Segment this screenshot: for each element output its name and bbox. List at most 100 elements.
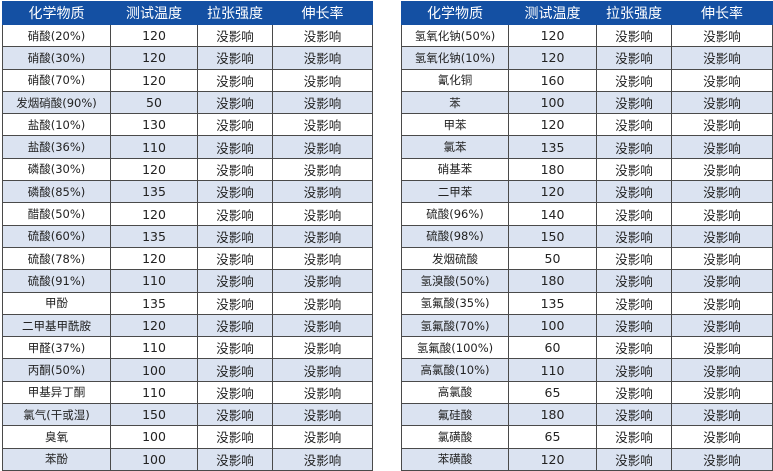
- elongation-cell: 没影响: [272, 291, 373, 315]
- chemical-cell: 氢氟酸(35%): [401, 291, 509, 315]
- header-elongation: 伸长率: [671, 1, 773, 25]
- temperature-cell: 100: [110, 447, 198, 471]
- tensile-strength-cell: 没影响: [197, 113, 273, 137]
- chemical-cell: 氢氧化钠(10%): [401, 46, 509, 70]
- table-row: 二甲苯 120 没影响 没影响: [401, 180, 773, 204]
- chemical-cell: 硝酸(20%): [2, 23, 111, 48]
- chemical-cell: 甲酚: [2, 291, 111, 315]
- table-row: 硫酸(91%) 110 没影响 没影响: [2, 269, 373, 293]
- elongation-cell: 没影响: [272, 224, 373, 248]
- chemical-cell: 高氯酸: [401, 380, 509, 405]
- chemical-cell: 氯气(干或湿): [2, 403, 111, 427]
- chemical-cell: 苯磺酸: [401, 447, 509, 471]
- tensile-strength-cell: 没影响: [197, 90, 273, 115]
- temperature-cell: 50: [508, 246, 597, 271]
- tensile-strength-cell: 没影响: [197, 46, 273, 70]
- temperature-cell: 65: [508, 425, 597, 449]
- header-row: 化学物质 测试温度 拉张强度 伸长率: [401, 1, 773, 25]
- temperature-cell: 120: [110, 46, 198, 70]
- elongation-cell: 没影响: [671, 336, 773, 360]
- header-tensile-strength: 拉张强度: [596, 1, 672, 25]
- temperature-cell: 120: [110, 202, 198, 226]
- chemical-cell: 氢溴酸(50%): [401, 269, 509, 293]
- table-row: 氯苯 135 没影响 没影响: [401, 135, 773, 159]
- chemical-cell: 盐酸(10%): [2, 113, 111, 137]
- table-row: 硫酸(60%) 135 没影响 没影响: [2, 224, 373, 248]
- table-row: 硝酸(30%) 120 没影响 没影响: [2, 46, 373, 70]
- temperature-cell: 120: [110, 23, 198, 48]
- table-row: 氯磺酸 65 没影响 没影响: [401, 425, 773, 449]
- elongation-cell: 没影响: [272, 23, 373, 48]
- chemical-cell: 氯苯: [401, 135, 509, 159]
- elongation-cell: 没影响: [671, 358, 773, 382]
- chemical-cell: 苯: [401, 90, 509, 115]
- chemical-cell: 氯磺酸: [401, 425, 509, 449]
- chemical-cell: 磷酸(30%): [2, 157, 111, 182]
- tensile-strength-cell: 没影响: [197, 403, 273, 427]
- chemical-cell: 氢氟酸(100%): [401, 336, 509, 360]
- chemical-cell: 氢氧化钠(50%): [401, 23, 509, 48]
- tensile-strength-cell: 没影响: [197, 224, 273, 248]
- temperature-cell: 150: [508, 224, 597, 248]
- temperature-cell: 180: [508, 403, 597, 427]
- tensile-strength-cell: 没影响: [596, 447, 672, 471]
- temperature-cell: 110: [508, 358, 597, 382]
- table-row: 氢氟酸(70%) 100 没影响 没影响: [401, 313, 773, 338]
- table-row: 甲基异丁酮 110 没影响 没影响: [2, 380, 373, 405]
- temperature-cell: 135: [110, 180, 198, 204]
- table-row: 甲醛(37%) 110 没影响 没影响: [2, 336, 373, 360]
- elongation-cell: 没影响: [272, 269, 373, 293]
- chemical-cell: 二甲基甲酰胺: [2, 313, 111, 338]
- temperature-cell: 110: [110, 336, 198, 360]
- elongation-cell: 没影响: [272, 380, 373, 405]
- header-row: 化学物质 测试温度 拉张强度 伸长率: [2, 1, 373, 25]
- tensile-strength-cell: 没影响: [596, 380, 672, 405]
- tensile-strength-cell: 没影响: [596, 246, 672, 271]
- elongation-cell: 没影响: [272, 336, 373, 360]
- temperature-cell: 120: [110, 157, 198, 182]
- chemical-cell: 硫酸(98%): [401, 224, 509, 248]
- tensile-strength-cell: 没影响: [596, 180, 672, 204]
- tensile-strength-cell: 没影响: [596, 358, 672, 382]
- tensile-strength-cell: 没影响: [596, 113, 672, 137]
- tensile-strength-cell: 没影响: [197, 180, 273, 204]
- tensile-strength-cell: 没影响: [197, 380, 273, 405]
- tensile-strength-cell: 没影响: [596, 269, 672, 293]
- elongation-cell: 没影响: [671, 46, 773, 70]
- tensile-strength-cell: 没影响: [197, 135, 273, 159]
- tensile-strength-cell: 没影响: [197, 68, 273, 92]
- tensile-strength-cell: 没影响: [197, 291, 273, 315]
- elongation-cell: 没影响: [671, 157, 773, 182]
- table-row: 磷酸(85%) 135 没影响 没影响: [2, 180, 373, 204]
- elongation-cell: 没影响: [272, 113, 373, 137]
- elongation-cell: 没影响: [671, 113, 773, 137]
- temperature-cell: 65: [508, 380, 597, 405]
- table-row: 醋酸(50%) 120 没影响 没影响: [2, 202, 373, 226]
- tensile-strength-cell: 没影响: [197, 425, 273, 449]
- table-row: 臭氧 100 没影响 没影响: [2, 425, 373, 449]
- chemical-cell: 硫酸(78%): [2, 246, 111, 271]
- temperature-cell: 130: [110, 113, 198, 137]
- elongation-cell: 没影响: [272, 90, 373, 115]
- chemical-cell: 硫酸(91%): [2, 269, 111, 293]
- table-row: 硝酸(70%) 120 没影响 没影响: [2, 68, 373, 92]
- temperature-cell: 60: [508, 336, 597, 360]
- table-row: 高氯酸(10%) 110 没影响 没影响: [401, 358, 773, 382]
- temperature-cell: 120: [508, 447, 597, 471]
- table-row: 发烟硝酸(90%) 50 没影响 没影响: [2, 90, 373, 115]
- tensile-strength-cell: 没影响: [197, 358, 273, 382]
- elongation-cell: 没影响: [671, 380, 773, 405]
- chemical-cell: 盐酸(36%): [2, 135, 111, 159]
- chemical-cell: 甲醛(37%): [2, 336, 111, 360]
- temperature-cell: 135: [508, 291, 597, 315]
- table-row: 发烟硫酸 50 没影响 没影响: [401, 246, 773, 271]
- chemical-cell: 臭氧: [2, 425, 111, 449]
- header-chemical: 化学物质: [2, 1, 111, 25]
- tensile-strength-cell: 没影响: [197, 336, 273, 360]
- elongation-cell: 没影响: [272, 358, 373, 382]
- elongation-cell: 没影响: [671, 269, 773, 293]
- elongation-cell: 没影响: [671, 246, 773, 271]
- elongation-cell: 没影响: [272, 180, 373, 204]
- chemical-cell: 硝酸(70%): [2, 68, 111, 92]
- tensile-strength-cell: 没影响: [197, 313, 273, 338]
